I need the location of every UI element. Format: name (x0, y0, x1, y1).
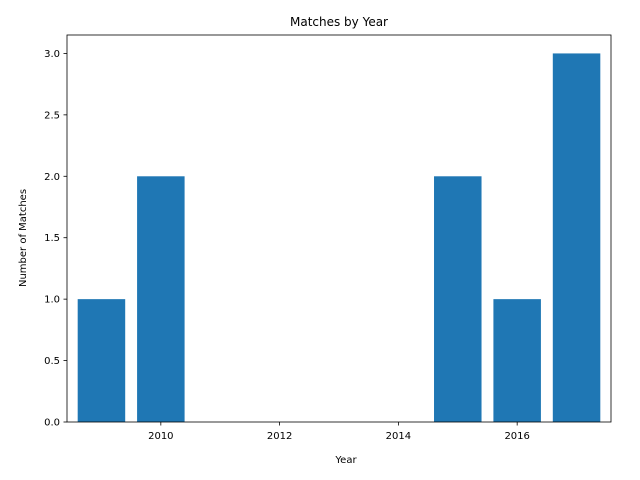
y-axis-ticks: 0.0 0.5 1.0 1.5 2.0 2.5 3.0 (44, 49, 67, 429)
bar-2010 (137, 176, 185, 422)
x-tick-label: 2016 (504, 431, 529, 442)
plot-frame (66, 34, 612, 423)
bar-series (77, 53, 601, 423)
bar-2009 (77, 299, 126, 422)
y-tick-label: 0.5 (44, 356, 60, 367)
x-axis-ticks: 2010 2012 2014 2016 (148, 422, 530, 442)
chart-title: Matches by Year (290, 15, 388, 29)
x-tick-label: 2014 (386, 431, 411, 442)
y-axis-label: Number of Matches (18, 189, 29, 287)
y-tick-label: 1.0 (44, 295, 60, 306)
y-tick-label: 2.0 (44, 172, 60, 183)
y-tick-label: 3.0 (44, 49, 60, 60)
y-tick-label: 0.0 (44, 418, 60, 429)
y-tick-label: 2.5 (44, 110, 60, 121)
bar-2017 (552, 53, 601, 423)
x-axis-label: Year (334, 455, 357, 466)
x-tick-label: 2010 (148, 431, 173, 442)
y-tick-label: 1.5 (44, 233, 60, 244)
x-tick-label: 2012 (267, 431, 292, 442)
bar-2015 (434, 176, 482, 422)
bar-2016 (493, 299, 541, 422)
